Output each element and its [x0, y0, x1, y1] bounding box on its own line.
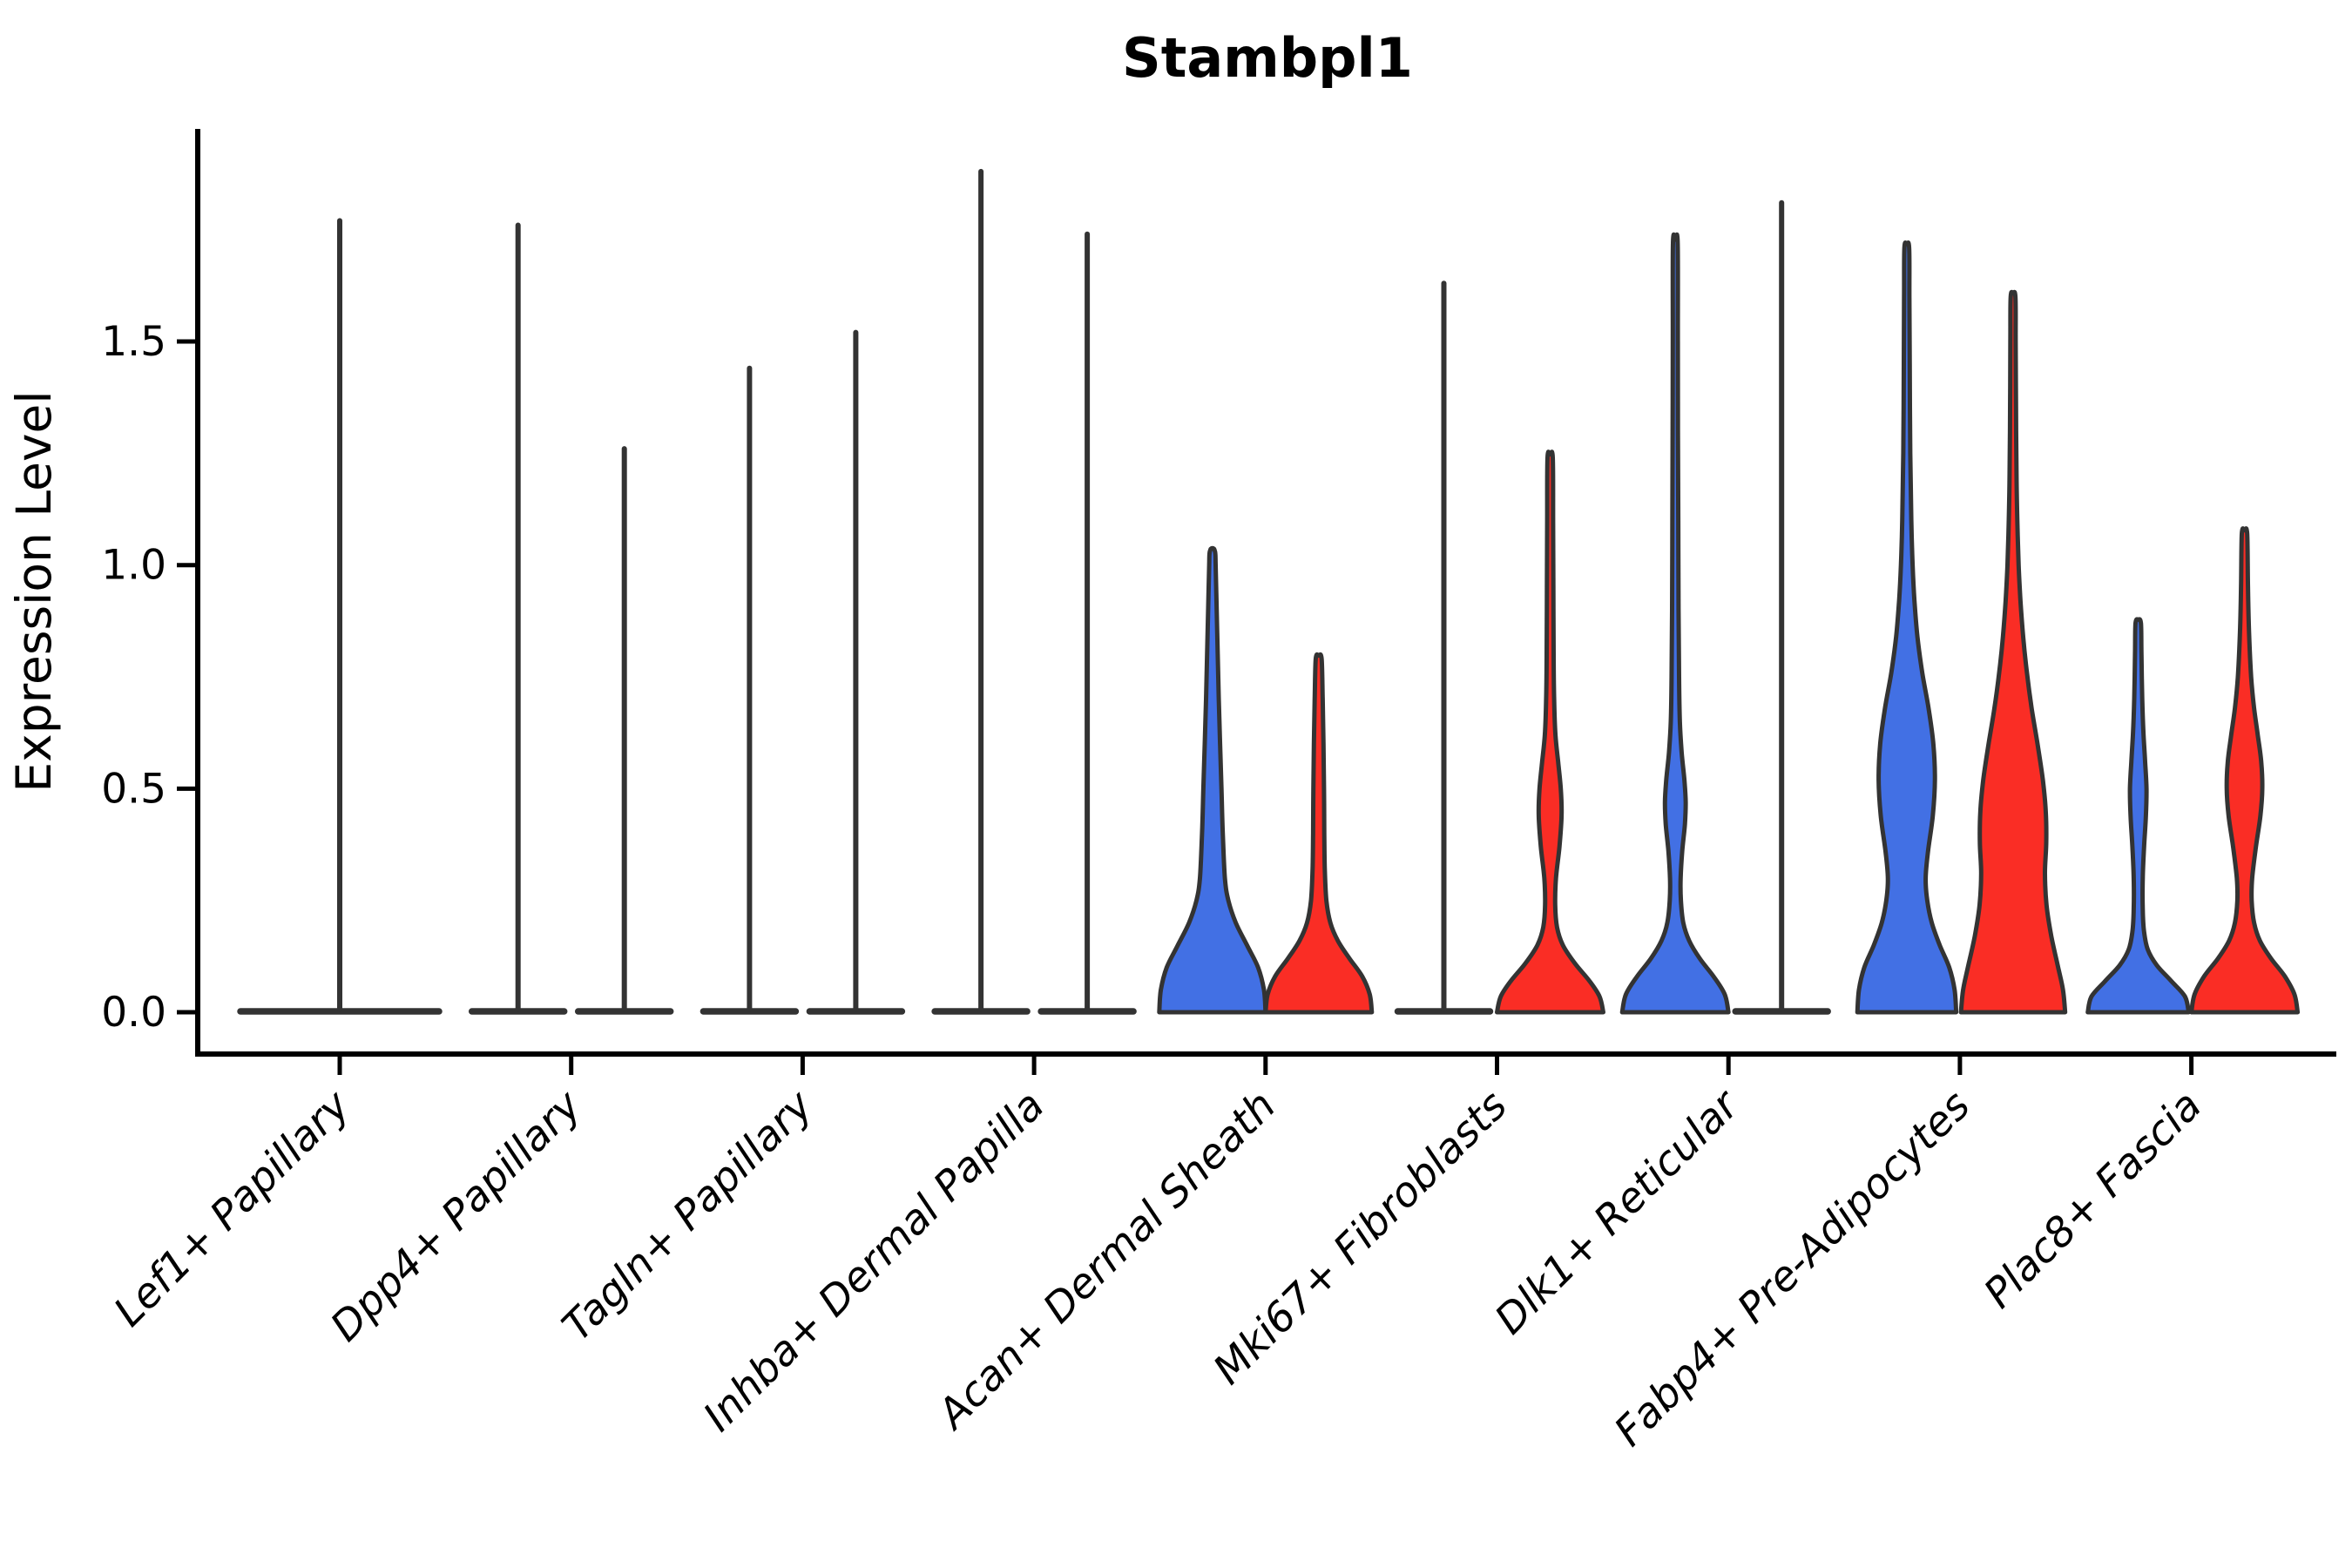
y-tick-label: 1.5	[101, 318, 166, 366]
violin-red	[2189, 526, 2301, 1015]
violin-red	[1495, 449, 1605, 1015]
violin-blue	[1157, 545, 1268, 1015]
violin-bodies	[237, 168, 2301, 1015]
y-tick-label: 0.0	[101, 989, 166, 1037]
violin-red	[1263, 652, 1375, 1015]
x-tick-label: Plac8+ Fascia	[1975, 1082, 2211, 1318]
x-tick-label: Tagln+ Papillary	[553, 1081, 823, 1351]
y-tick-label: 1.0	[101, 542, 166, 590]
y-axis-ticks: 0.0 0.5 1.0 1.5	[101, 318, 198, 1037]
violin-red	[1958, 289, 2068, 1015]
y-tick-label: 0.5	[101, 765, 166, 813]
x-tick-label: Lef1+ Papillary	[105, 1081, 360, 1336]
x-tick-label: Dlk1+ Reticular	[1486, 1080, 1750, 1344]
violin-blue	[2085, 617, 2191, 1015]
chart-title: Stambpl1	[1122, 26, 1413, 90]
y-axis-label: Expression Level	[6, 390, 62, 792]
violin-blue	[1855, 240, 1959, 1015]
violin-blue	[1619, 232, 1731, 1015]
x-tick-label: Dpp4+ Papillary	[321, 1081, 591, 1351]
axis-spines	[195, 129, 2336, 1057]
